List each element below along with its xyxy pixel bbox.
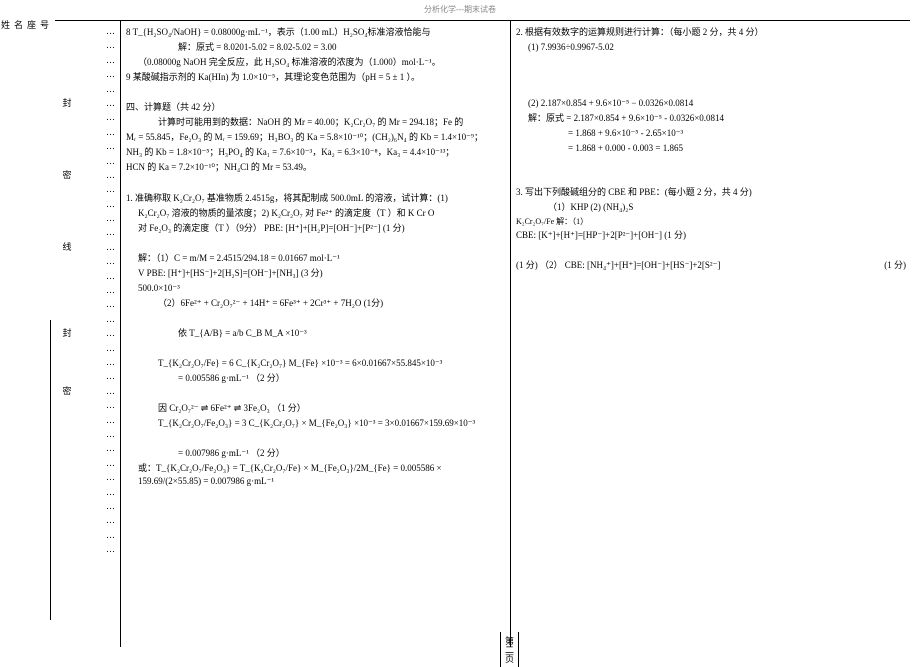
q3-ans1: CBE: [K⁺]+[H⁺]=[HP⁻]+2[P²⁻]+[OH⁻] (1 分) <box>516 229 906 242</box>
mid-vertical-rule <box>510 20 511 647</box>
data-line1: 计算时可能用到的数据：NaOH 的 Mr = 40.00；K₂Cr₂O₇ 的 M… <box>126 116 504 129</box>
binding-label: 姓 <box>0 20 12 320</box>
sol1-or-line: 或：T_{K₂Cr₂O₇/Fe₂O₃} = T_{K₂Cr₂O₇/Fe} × M… <box>126 462 504 488</box>
q2-part1: (1) 7.9936÷0.9967-5.02 <box>516 41 906 54</box>
sol1-line1b: V PBE: [H⁺]+[HS⁻]+2[H₂S]=[OH⁻]+[NH₃] (3 … <box>126 267 504 280</box>
sol1-line5: = 0.005586 g·mL⁻¹ （2 分） <box>126 372 504 385</box>
binding-column: 号 座 名 姓 班 <box>15 20 51 620</box>
data-line4: HCN 的 Ka = 7.2×10⁻¹⁰；NH₄Cl 的 Mr = 53.49。 <box>126 161 504 174</box>
left-column-content: 8 T_{H₂SO₄/NaOH} = 0.08000g·mL⁻¹，表示（1.00… <box>126 24 504 490</box>
binding-label: 号 <box>38 20 51 320</box>
section4-title: 四、计算题（共 42 分） <box>126 101 504 114</box>
header-small-text: 分析化学---期末试卷 <box>0 0 920 19</box>
q8-solution: 解：原式 = 8.0201-5.02 = 8.02-5.02 = 3.00 <box>126 41 504 54</box>
page-number: 第二页 <box>500 632 519 667</box>
binding-label: 座 <box>25 20 38 320</box>
q2-part2-stem: (2) 2.187×0.854 + 9.6×10⁻⁵ − 0.0326×0.08… <box>516 97 906 110</box>
sol1-line8: = 0.007986 g·mL⁻¹ （2 分） <box>126 447 504 460</box>
right-column-content: 2. 根据有效数字的运算规则进行计算：（每小题 2 分，共 4 分） (1) 7… <box>516 24 906 274</box>
q8-line1: 8 T_{H₂SO₄/NaOH} = 0.08000g·mL⁻¹，表示（1.00… <box>126 26 504 39</box>
binding-label: 名 <box>12 20 25 320</box>
inner-vertical-rule <box>120 20 121 647</box>
q2-part2-sol1: 解：原式 = 2.187×0.854 + 9.6×10⁻⁵ - 0.0326×0… <box>516 112 906 125</box>
q1-stem-line3: 对 Fe₂O₃ 的滴定度（T ）（9分） PBE: [H⁺]+[H₂P]=[OH… <box>126 222 504 235</box>
q3-title: 3. 写出下列酸碱组分的 CBE 和 PBE：(每小题 2 分，共 4 分) <box>516 186 906 199</box>
q1-stem-line1: 1. 准确称取 K₂Cr₂O₇ 基准物质 2.4515g，将其配制成 500.0… <box>126 192 504 205</box>
sol1-line4: T_{K₂Cr₂O₇/Fe} = 6 C_{K₂Cr₂O₇} M_{Fe} ×1… <box>126 357 504 370</box>
sol1-line1c: 500.0×10⁻³ <box>126 282 504 295</box>
q2-part2-sol2: = 1.868 + 9.6×10⁻⁵ - 2.65×10⁻³ <box>516 127 906 140</box>
q1-stem-line2: K₂Cr₂O₇ 溶液的物质的量浓度；2) K₂Cr₂O₇ 对 Fe²⁺ 的滴定度… <box>126 207 504 220</box>
sol1-line2: （2）6Fe²⁺ + Cr₂O₇²⁻ + 14H⁺ = 6Fe³⁺ + 2Cr³… <box>126 297 504 310</box>
q8-line3: （0.08000g NaOH 完全反应，此 H₂SO₄ 标准溶液的浓度为（1.0… <box>126 56 504 69</box>
sol1-line3: 依 T_{A/B} = a/b C_B M_A ×10⁻³ <box>126 327 504 340</box>
dots-margin-column: … … … … … 封… … … … … 密… … … … … 线… … … …… <box>60 24 115 556</box>
data-line2: Mᵣ = 55.845，Fe₂O₃ 的 Mᵣ = 159.69；H₃BO₃ 的 … <box>126 131 504 144</box>
q3-sub: （1）KHP (2) (NH₄)₂S <box>516 201 906 214</box>
sol1-line6: 因 Cr₂O₇²⁻ ⇌ 6Fe²⁺ ⇌ 3Fe₂O₃ （1 分） <box>126 402 504 415</box>
sol1-line7: T_{K₂Cr₂O₇/Fe₂O₃} = 3 C_{K₂Cr₂O₇} × M_{F… <box>126 417 504 430</box>
sol1-line1: 解：（1）C = m/M = 2.4515/294.18 = 0.01667 m… <box>126 252 504 265</box>
q3-ans2: (1 分) （2） CBE: [NH₄⁺]+[H⁺]=[OH⁻]+[HS⁻]+2… <box>516 259 906 272</box>
data-line3: NH₃ 的 Kb = 1.8×10⁻⁵；H₃PO₄ 的 Ka₁ = 7.6×10… <box>126 146 504 159</box>
q3-interject: K₂Cr₂O₇/Fe 解：（1） <box>516 216 906 228</box>
q2-part2-sol3: = 1.868 + 0.000 - 0.003 = 1.865 <box>516 142 906 155</box>
q2-title: 2. 根据有效数字的运算规则进行计算：（每小题 2 分，共 4 分） <box>516 26 906 39</box>
q9-line: 9 某酸碱指示剂的 Ka(HIn) 为 1.0×10⁻⁵，其理论变色范围为（pH… <box>126 71 504 84</box>
